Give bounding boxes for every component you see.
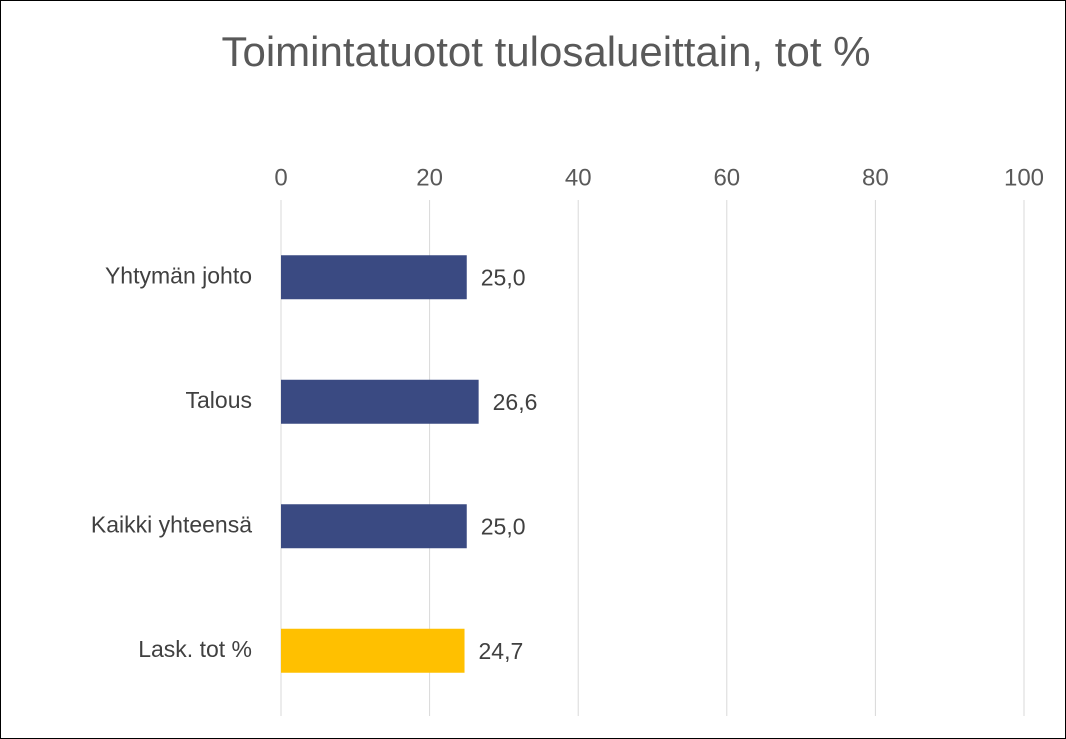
x-tick-label: 60: [713, 164, 740, 191]
bar: [281, 255, 467, 300]
x-tick-label: 0: [274, 164, 287, 191]
y-tick-label: Yhtymän johto: [105, 262, 252, 288]
value-label: 25,0: [481, 264, 526, 290]
bar: [281, 504, 467, 549]
chart-title: Toimintatuotot tulosalueittain, tot %: [221, 28, 870, 75]
value-label: 24,7: [479, 638, 524, 664]
x-tick-label: 100: [1004, 164, 1044, 191]
bar: [281, 379, 479, 424]
y-tick-label: Kaikki yhteensä: [91, 511, 252, 537]
y-tick-label: Talous: [186, 387, 252, 413]
value-label: 26,6: [493, 389, 538, 415]
x-tick-label: 80: [862, 164, 889, 191]
x-tick-label: 20: [416, 164, 443, 191]
x-tick-label: 40: [565, 164, 592, 191]
y-tick-label: Lask. tot %: [138, 636, 252, 662]
value-label: 25,0: [481, 513, 526, 539]
bar: [281, 628, 465, 673]
